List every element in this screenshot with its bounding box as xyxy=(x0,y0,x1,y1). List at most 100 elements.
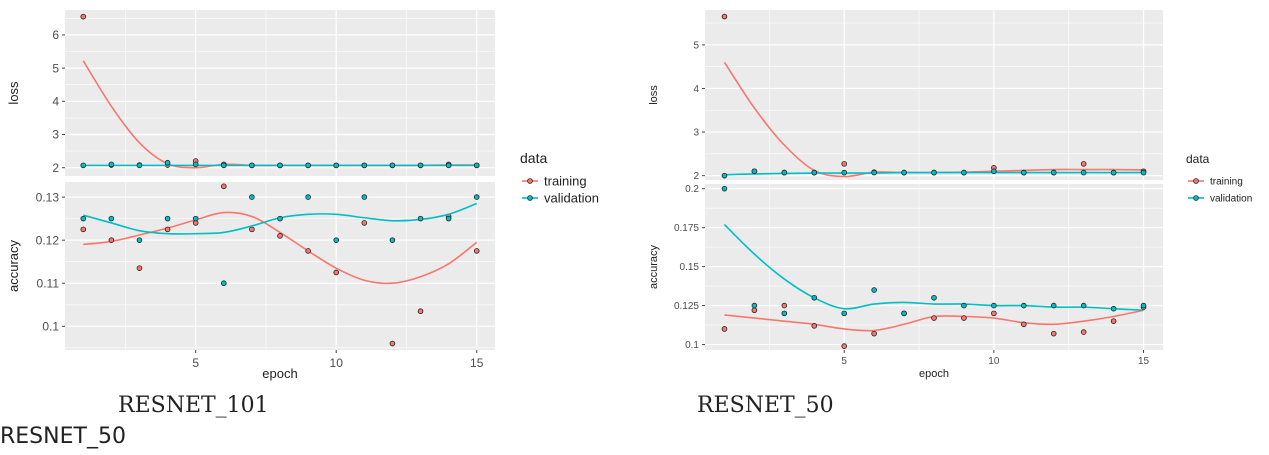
point-validation xyxy=(1021,302,1027,309)
smooth-line-validation xyxy=(723,223,1144,312)
legend-key-point-training xyxy=(527,178,533,184)
point-training xyxy=(721,13,728,20)
point-training xyxy=(1110,318,1117,324)
y-tick-label: 0.125 xyxy=(674,301,699,312)
point-training xyxy=(961,315,967,321)
y-tick-label: 4 xyxy=(693,84,699,95)
point-validation xyxy=(445,215,452,222)
point-training xyxy=(80,226,87,233)
point-validation xyxy=(220,280,227,287)
y-tick-label: 3 xyxy=(693,128,699,139)
legend-label-validation: validation xyxy=(544,191,599,206)
y-tick-label: 2 xyxy=(52,161,59,175)
panel-background xyxy=(705,10,1163,180)
legend-key-point-validation xyxy=(1193,195,1199,201)
point-validation xyxy=(781,169,788,176)
point-validation xyxy=(361,162,368,169)
point-training xyxy=(417,308,424,315)
point-validation xyxy=(1021,169,1027,176)
point-training xyxy=(361,220,368,226)
point-validation xyxy=(164,159,171,166)
legend-title: data xyxy=(1186,152,1210,166)
point-validation xyxy=(991,168,997,175)
point-training xyxy=(80,13,87,20)
y-tick-label: 0.12 xyxy=(36,233,60,247)
point-training xyxy=(811,323,818,329)
y-tick-label: 0.15 xyxy=(680,262,700,273)
point-validation xyxy=(931,169,937,176)
point-training xyxy=(991,310,997,317)
point-validation xyxy=(871,287,877,293)
point-validation xyxy=(751,168,758,175)
legend-label-training: training xyxy=(544,174,587,189)
point-validation xyxy=(931,294,937,301)
point-validation xyxy=(961,169,967,176)
y-tick-label: 5 xyxy=(693,40,699,51)
point-validation xyxy=(305,194,311,200)
point-training xyxy=(305,248,311,254)
y-tick-label: 0.1 xyxy=(685,340,699,351)
point-validation xyxy=(249,162,255,169)
point-validation xyxy=(721,172,728,179)
x-tick-label: 10 xyxy=(330,356,344,370)
point-validation xyxy=(473,162,480,169)
point-training xyxy=(871,330,877,337)
point-validation xyxy=(277,162,283,169)
point-training xyxy=(1050,330,1057,337)
point-training xyxy=(249,226,255,233)
legend-key-point-validation xyxy=(527,195,533,201)
point-training xyxy=(1080,329,1087,335)
panel-accuracy: 0.1 0.11 0.12 0.13 accuracy xyxy=(6,182,495,350)
point-training xyxy=(841,343,847,349)
point-validation xyxy=(249,194,255,200)
legend-title: data xyxy=(520,150,547,166)
legend: data training validation xyxy=(520,150,599,206)
point-validation xyxy=(811,294,818,301)
point-validation xyxy=(841,169,847,176)
point-validation xyxy=(192,215,199,222)
x-tick-label: 10 xyxy=(988,356,1000,367)
point-validation xyxy=(80,162,87,169)
smooth-line-training xyxy=(83,211,478,285)
point-validation xyxy=(136,237,143,243)
y-tick-label: 0.1 xyxy=(42,320,59,334)
point-validation xyxy=(305,162,311,169)
point-validation xyxy=(192,161,199,168)
point-validation xyxy=(333,237,340,243)
y-tick-label: 0.175 xyxy=(674,223,699,234)
panel-background xyxy=(65,10,495,176)
legend-label-validation: validation xyxy=(1210,194,1252,205)
point-validation xyxy=(1050,302,1057,309)
point-validation xyxy=(277,215,283,222)
point-validation xyxy=(961,302,967,309)
point-training xyxy=(136,265,143,271)
chart-resnet50: 2 3 4 5 loss 0.1 0.125 0.15 0.175 0.2 accuracy 5 10 1… xyxy=(648,10,1252,380)
point-validation xyxy=(1110,169,1117,176)
caption-resnet-101: RESNET_101 xyxy=(118,393,269,418)
point-validation xyxy=(1140,169,1147,176)
point-training xyxy=(473,248,480,254)
point-validation xyxy=(781,310,788,317)
point-validation xyxy=(901,310,907,317)
caption-resnet-50: RESNET_50 xyxy=(697,393,834,418)
point-validation xyxy=(108,161,115,168)
y-tick-label: 0.11 xyxy=(37,276,60,290)
point-validation xyxy=(333,162,340,169)
point-training xyxy=(108,237,115,243)
y-axis-label-loss: loss xyxy=(6,81,21,105)
y-tick-label: 4 xyxy=(52,95,59,109)
point-validation xyxy=(1110,305,1117,312)
panel-loss: 2 3 4 5 6 loss xyxy=(6,10,495,176)
y-tick-label: 6 xyxy=(52,28,59,42)
x-tick-label: 15 xyxy=(470,356,484,370)
point-validation xyxy=(417,215,424,222)
point-validation xyxy=(389,237,396,243)
point-validation xyxy=(80,215,87,222)
point-validation xyxy=(871,169,877,176)
y-tick-label: 2 xyxy=(693,171,699,182)
x-tick-label: 15 xyxy=(1138,356,1150,367)
point-validation xyxy=(473,194,480,200)
panel-loss: 2 3 4 5 loss xyxy=(648,10,1163,182)
panel-background xyxy=(65,182,495,350)
